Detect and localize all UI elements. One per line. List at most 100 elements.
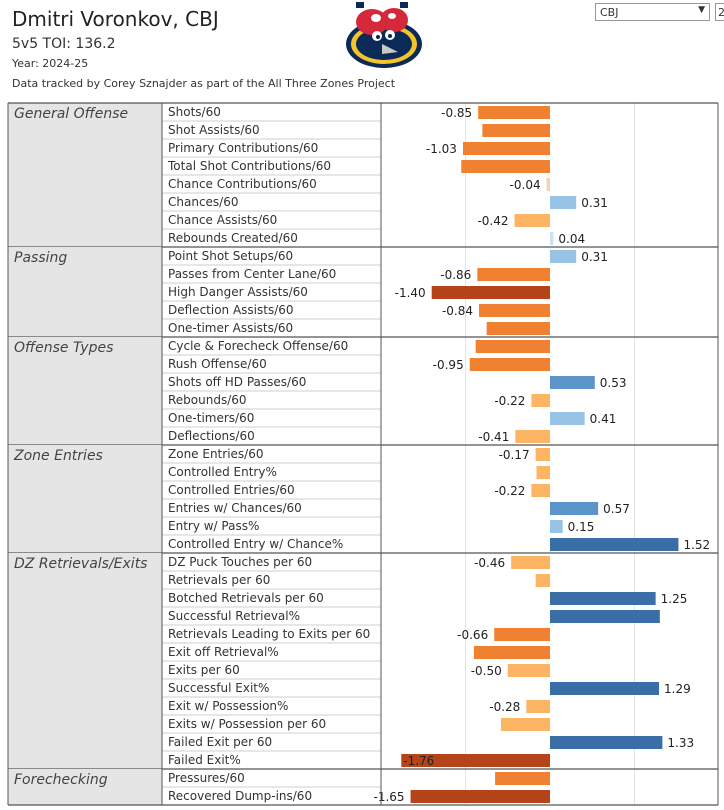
metric-bar	[500, 718, 550, 731]
metric-label: Controlled Entry%	[168, 465, 277, 479]
metric-bar	[461, 160, 550, 173]
metric-bar	[511, 556, 550, 569]
value-label: -0.66	[457, 628, 488, 642]
value-label: 1.29	[664, 682, 691, 696]
value-label: -0.42	[477, 214, 508, 228]
group-header-cell	[8, 445, 162, 553]
metric-label: Failed Exit%	[168, 753, 241, 767]
metric-label: Primary Contributions/60	[168, 141, 318, 155]
metric-group-dz-retrievals-exits: DZ Retrievals/Exits DZ Puck Touches per 6…	[8, 553, 718, 770]
group-header-cell	[8, 247, 162, 337]
metric-bar	[550, 538, 679, 551]
dropdown-arrow-icon: ▼	[698, 5, 705, 15]
value-label: -0.17	[499, 448, 530, 462]
team-filter-value: CBJ	[600, 6, 619, 19]
player-name-title: Dmitri Voronkov, CBJ	[12, 7, 219, 31]
team-filter-dropdown[interactable]: CBJ ▼	[595, 3, 710, 21]
value-label: 0.31	[581, 196, 608, 210]
metric-bar	[550, 682, 660, 695]
metric-group-general-offense: General Offense Shots/60 -0.85 Shot Assists…	[8, 103, 718, 248]
value-label: -1.03	[426, 142, 457, 156]
metric-bar	[546, 178, 550, 191]
metric-group-forechecking: Forechecking Pressures/60 Recovered Dump-i…	[8, 769, 718, 806]
value-label: 0.04	[558, 232, 585, 246]
metric-label: Deflections/60	[168, 429, 255, 443]
metric-bar	[550, 736, 663, 749]
value-label: -0.22	[494, 394, 525, 408]
metric-bar	[550, 592, 656, 605]
group-name-label: General Offense	[14, 106, 128, 122]
metric-label: High Danger Assists/60	[168, 285, 308, 299]
value-label: 0.15	[568, 520, 595, 534]
metric-label: Controlled Entry w/ Chance%	[168, 537, 343, 551]
value-label: -0.50	[471, 664, 502, 678]
metric-label: Zone Entries/60	[168, 447, 263, 461]
metric-bar	[550, 502, 599, 515]
metric-label: Exit w/ Possession%	[168, 699, 288, 713]
metric-label: Exits w/ Possession per 60	[168, 717, 326, 731]
value-label: -0.28	[489, 700, 520, 714]
toi-label: 5v5 TOI: 136.2	[12, 36, 116, 52]
metric-bar	[473, 646, 550, 659]
metric-label: Cycle & Forecheck Offense/60	[168, 339, 348, 353]
metric-label: Chance Assists/60	[168, 213, 277, 227]
metric-label: Rebounds/60	[168, 393, 247, 407]
group-name-label: Offense Types	[14, 340, 113, 356]
metric-label: Passes from Center Lane/60	[168, 267, 336, 281]
metric-label: One-timers/60	[168, 411, 254, 425]
value-label: 0.53	[600, 376, 627, 390]
metric-bar	[462, 142, 550, 155]
value-label: -0.84	[442, 304, 473, 318]
value-label: -0.41	[478, 430, 509, 444]
metric-bar	[482, 124, 550, 137]
metric-bar	[550, 196, 577, 209]
value-label: 0.31	[581, 250, 608, 264]
group-header-cell	[8, 769, 162, 805]
metric-label: Entry w/ Pass%	[168, 519, 259, 533]
metric-bar	[475, 340, 550, 353]
group-name-label: DZ Retrievals/Exits	[14, 556, 147, 572]
metric-bar	[515, 430, 550, 443]
metric-label: Successful Exit%	[168, 681, 269, 695]
metric-label: Botched Retrievals per 60	[168, 591, 324, 605]
value-label: 1.25	[661, 592, 688, 606]
metric-group-passing: Passing Point Shot Setups/60 0.31 Passes fr…	[8, 247, 718, 338]
secondary-filter-value: 2	[718, 6, 724, 19]
metric-label: Total Shot Contributions/60	[167, 159, 331, 173]
metric-label: Failed Exit per 60	[168, 735, 272, 749]
metric-bar	[431, 286, 550, 299]
metric-bar	[477, 268, 550, 281]
metric-label: Chance Contributions/60	[168, 177, 317, 191]
value-label: -1.65	[374, 790, 405, 804]
metric-label: Shots off HD Passes/60	[168, 375, 306, 389]
blue-jackets-bug-logo-icon	[346, 2, 422, 68]
group-header-cell	[8, 337, 162, 445]
group-header-cell	[8, 103, 162, 247]
metric-label: One-timer Assists/60	[168, 321, 293, 335]
metric-bar	[494, 628, 550, 641]
value-label: 0.41	[590, 412, 617, 426]
metric-bar	[479, 304, 550, 317]
value-label: 1.52	[683, 538, 710, 552]
metric-bar	[495, 772, 550, 785]
metric-label: Deflection Assists/60	[168, 303, 294, 317]
metric-label: Shots/60	[168, 105, 221, 119]
secondary-filter-dropdown[interactable]: 2	[715, 3, 724, 21]
value-label: -1.40	[395, 286, 426, 300]
value-label: 0.57	[603, 502, 630, 516]
data-credit: Data tracked by Corey Sznajder as part o…	[12, 77, 396, 90]
metric-label: Exits per 60	[168, 663, 240, 677]
year-label: Year: 2024-25	[12, 57, 89, 70]
metric-label: DZ Puck Touches per 60	[168, 555, 312, 569]
metric-bar	[550, 232, 554, 245]
metric-bar	[526, 700, 550, 713]
group-name-label: Passing	[14, 250, 67, 266]
metric-bar	[531, 484, 550, 497]
group-name-label: Zone Entries	[13, 448, 103, 464]
metric-bar	[536, 466, 550, 479]
dashboard-header: Dmitri Voronkov, CBJ 5v5 TOI: 136.2 Year…	[0, 0, 724, 100]
metric-label: Controlled Entries/60	[168, 483, 295, 497]
metric-bar	[535, 448, 550, 461]
metric-bar	[410, 790, 550, 803]
value-label: -0.04	[510, 178, 541, 192]
